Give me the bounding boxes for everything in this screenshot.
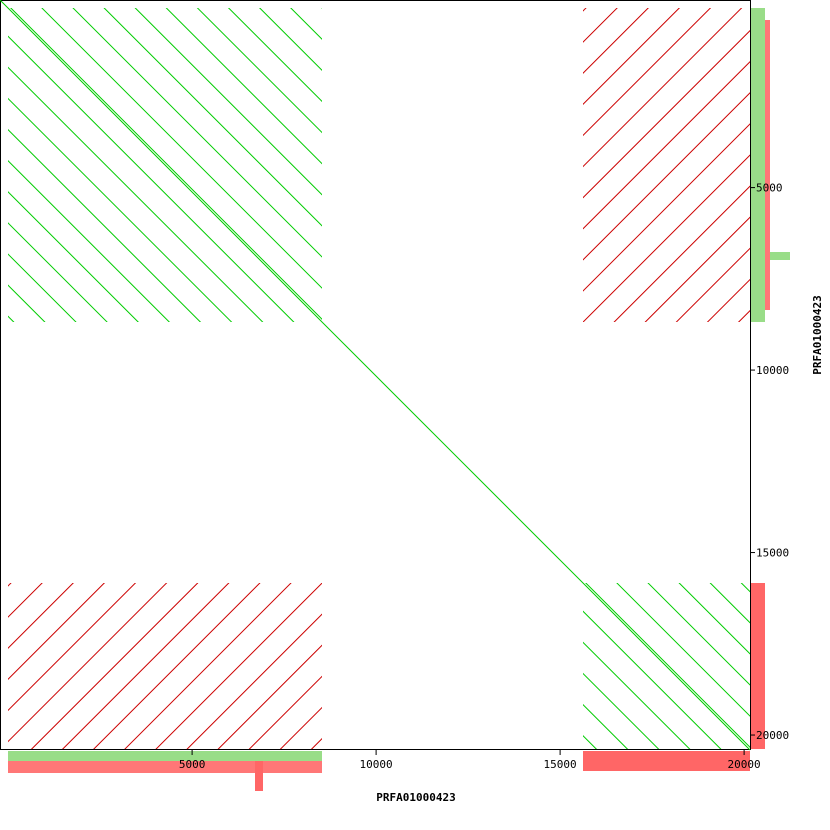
x-tick-label: 5000 [179, 758, 206, 771]
y-tick-label: 20000 [756, 729, 789, 742]
x-tick-label: 20000 [728, 758, 761, 771]
main-diagonal [0, 0, 751, 751]
x-tick-label: 15000 [544, 758, 577, 771]
y-tick-label: 10000 [756, 364, 789, 377]
x-axis-title: PRFA01000423 [376, 791, 455, 804]
coverage-right [751, 8, 790, 749]
y-tick-label: 15000 [756, 547, 789, 560]
repeat-block [583, 8, 750, 322]
y-tick-label: 5000 [756, 182, 783, 195]
coverage-bottom [8, 751, 750, 791]
y-axis-title: PRFA01000423 [811, 295, 824, 374]
x-tick-label: 10000 [360, 758, 393, 771]
repeat-block [8, 583, 322, 749]
